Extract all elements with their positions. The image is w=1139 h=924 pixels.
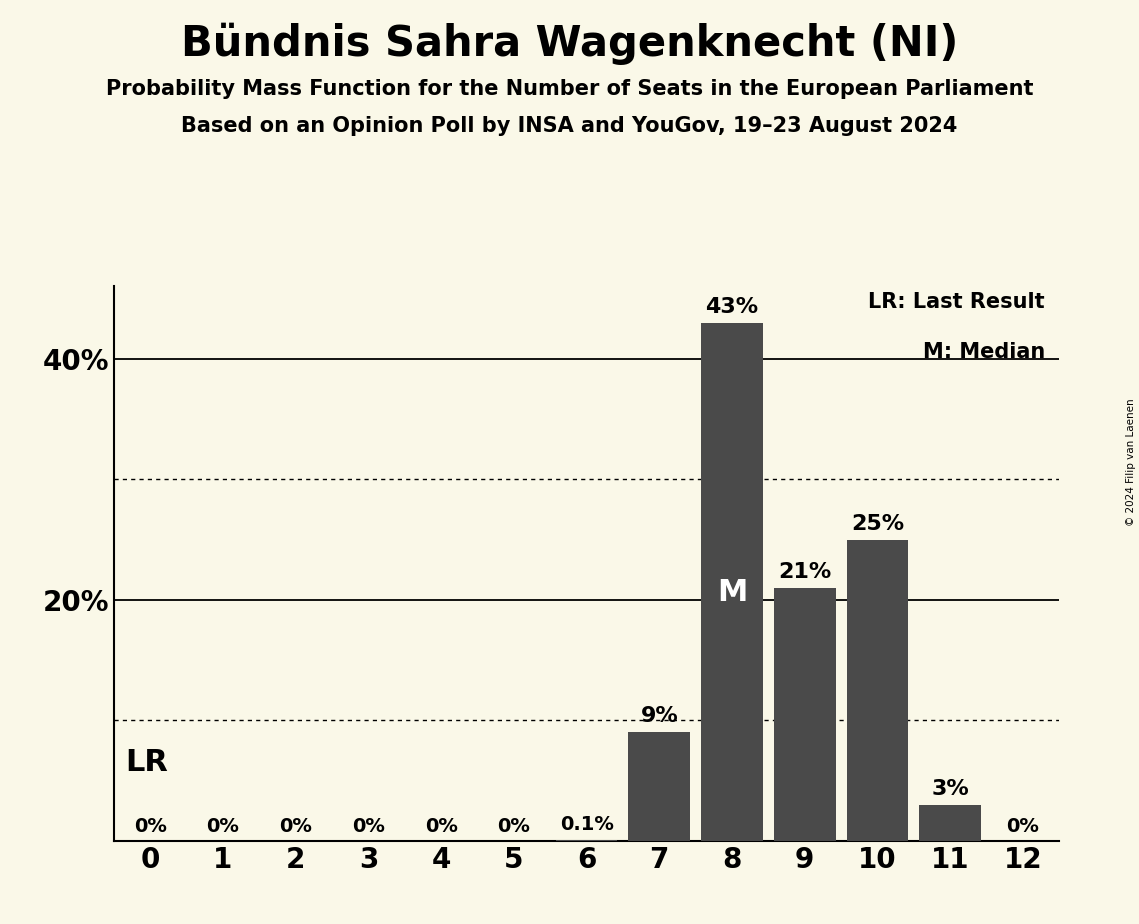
Text: 0%: 0% xyxy=(498,817,531,836)
Text: 0%: 0% xyxy=(279,817,312,836)
Text: Based on an Opinion Poll by INSA and YouGov, 19–23 August 2024: Based on an Opinion Poll by INSA and You… xyxy=(181,116,958,136)
Text: 0%: 0% xyxy=(425,817,458,836)
Text: © 2024 Filip van Laenen: © 2024 Filip van Laenen xyxy=(1126,398,1136,526)
Text: 0.1%: 0.1% xyxy=(559,815,614,833)
Text: 3%: 3% xyxy=(932,779,969,798)
Text: 25%: 25% xyxy=(851,514,904,533)
Text: Probability Mass Function for the Number of Seats in the European Parliament: Probability Mass Function for the Number… xyxy=(106,79,1033,99)
Bar xyxy=(773,588,836,841)
Text: 43%: 43% xyxy=(705,297,759,317)
Text: M: M xyxy=(716,578,747,606)
Text: M: Median: M: Median xyxy=(923,342,1046,362)
Bar xyxy=(702,322,763,841)
Text: 0%: 0% xyxy=(206,817,239,836)
Text: 0%: 0% xyxy=(1007,817,1040,836)
Bar xyxy=(556,840,617,841)
Bar xyxy=(846,540,909,841)
Text: 0%: 0% xyxy=(133,817,166,836)
Bar xyxy=(919,805,981,841)
Text: 21%: 21% xyxy=(778,562,831,582)
Text: LR: Last Result: LR: Last Result xyxy=(868,292,1046,312)
Text: Bündnis Sahra Wagenknecht (NI): Bündnis Sahra Wagenknecht (NI) xyxy=(181,23,958,66)
Bar xyxy=(629,733,690,841)
Text: 9%: 9% xyxy=(640,706,678,726)
Text: LR: LR xyxy=(125,748,167,777)
Text: 0%: 0% xyxy=(352,817,385,836)
